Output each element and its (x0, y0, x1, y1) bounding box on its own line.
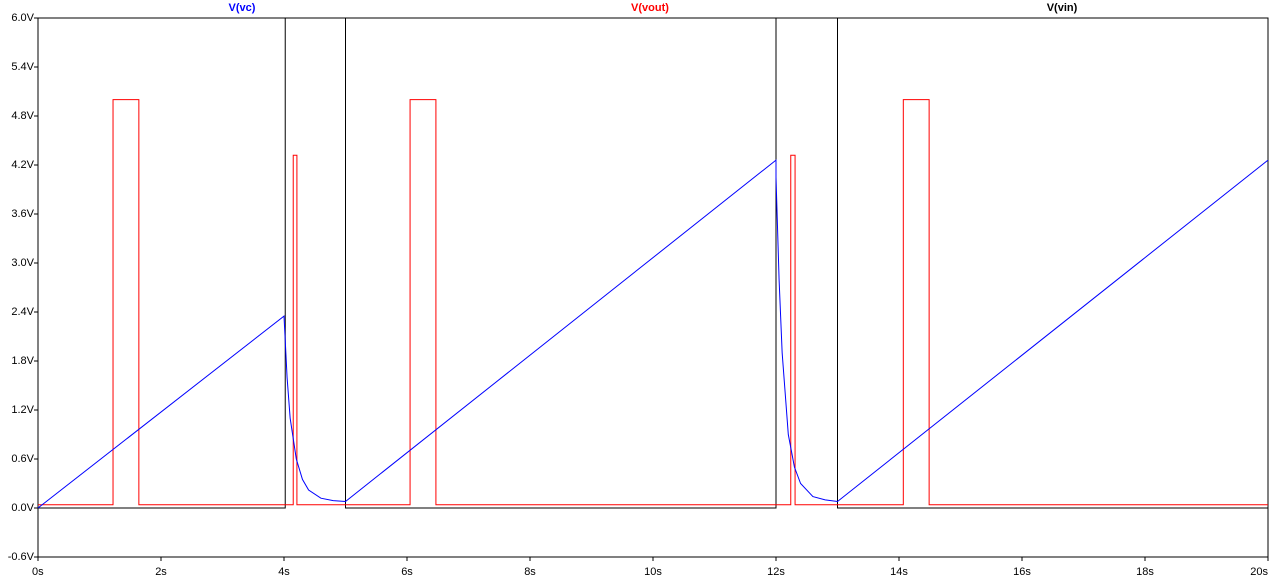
y-tick-label: 3.6V (11, 208, 34, 220)
y-tick-label: 4.2V (11, 159, 34, 171)
x-tick-label: 0s (32, 566, 44, 578)
plot-area (37, 17, 1269, 558)
y-tick-label: 1.8V (11, 355, 34, 367)
x-tick-label: 20s (1250, 566, 1268, 578)
y-tick-label: 0.0V (11, 502, 34, 514)
legend-label: V(vin) (1047, 2, 1078, 14)
x-tick-label: 2s (155, 566, 167, 578)
x-tick-label: 10s (644, 566, 662, 578)
x-tick-label: 14s (890, 566, 908, 578)
x-tick-label: 16s (1013, 566, 1031, 578)
x-tick-label: 4s (278, 566, 290, 578)
y-tick-label: 4.8V (11, 110, 34, 122)
series-line (38, 99, 1268, 506)
legend-label: V(vout) (631, 2, 669, 14)
series-line (38, 17, 1268, 509)
x-tick-label: 8s (524, 566, 536, 578)
legend-label: V(vc) (229, 2, 256, 14)
y-tick-label: 3.0V (11, 257, 34, 269)
x-tick-label: 18s (1136, 566, 1154, 578)
y-tick-label: 2.4V (11, 306, 34, 318)
series-line (37, 159, 1269, 509)
y-tick-label: 5.4V (11, 61, 34, 73)
x-tick-label: 6s (401, 566, 413, 578)
x-tick-label: 12s (767, 566, 785, 578)
y-tick-label: 1.2V (11, 404, 34, 416)
y-tick-label: -0.6V (8, 551, 35, 563)
y-tick-label: 0.6V (11, 453, 34, 465)
y-tick-label: 6.0V (11, 12, 34, 24)
